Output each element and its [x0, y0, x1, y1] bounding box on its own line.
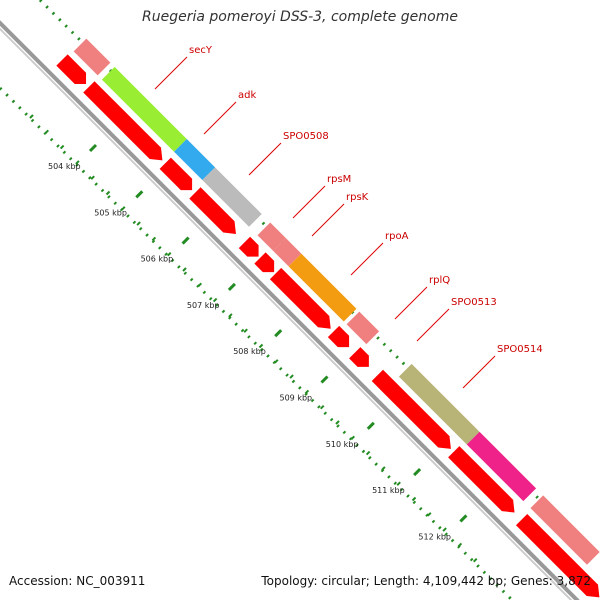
major-tick-mark — [413, 468, 422, 477]
kbp-tick-label: 510 kbp — [326, 440, 359, 449]
minor-tick-mark — [258, 343, 264, 349]
minor-tick-mark — [396, 481, 401, 486]
accession-text: Accession: NC_003911 — [9, 574, 146, 588]
tick-marks — [29, 114, 478, 563]
minor-tick-mark — [411, 496, 417, 502]
leader-rpsK — [311, 203, 345, 237]
minor-tick-mark — [136, 221, 141, 226]
leader-rpoA — [350, 242, 384, 276]
cds-arrow-10 — [371, 369, 451, 449]
minor-tick-mark — [457, 542, 463, 548]
minor-tick-mark — [427, 512, 432, 517]
minor-tick-mark — [350, 435, 356, 441]
tick-labels: 504 kbp 505 kbp 506 kbp 507 kbp 508 kbp 509 k… — [48, 162, 451, 541]
major-tick-mark — [459, 514, 468, 523]
minor-tick-mark — [289, 374, 294, 379]
kbp-tick-label: 508 kbp — [233, 347, 266, 356]
major-tick-mark — [320, 375, 329, 384]
minor-tick-mark — [472, 557, 478, 563]
minor-tick-mark — [304, 389, 310, 395]
major-tick-mark — [181, 236, 190, 245]
backbone-inner — [0, 27, 573, 600]
major-tick-mark — [135, 190, 144, 199]
gene-label-SPO0508: SPO0508 — [283, 131, 329, 142]
feature-block-rpsK — [273, 238, 302, 267]
feature-block-SPO0508 — [202, 167, 262, 227]
minor-tick-mark — [274, 359, 279, 364]
minor-tick-mark — [212, 297, 218, 303]
gene-label-SPO0513: SPO0513 — [451, 297, 497, 308]
kbp-tick-label: 512 kbp — [418, 532, 451, 541]
leader-adk — [203, 101, 237, 135]
cds-arrow-11 — [448, 446, 515, 513]
cds-arrow-5 — [238, 236, 259, 257]
minor-tick-mark — [75, 160, 80, 165]
minor-tick-mark — [228, 313, 233, 318]
cds-arrow-2 — [83, 81, 163, 161]
cds-arrow-3 — [159, 157, 193, 191]
minor-tick-mark — [319, 404, 325, 410]
inner-dotted-track — [0, 86, 514, 600]
minor-tick-mark — [105, 190, 111, 196]
leader-SPO0508 — [248, 142, 282, 176]
leader-SPO0513 — [416, 308, 450, 342]
minor-tick-mark — [335, 420, 340, 425]
cds-arrow-1 — [56, 54, 87, 85]
cds-arrow-9 — [349, 347, 369, 367]
gene-label-rplQ: rplQ — [429, 275, 450, 286]
leader-rpsM — [292, 185, 326, 219]
kbp-tick-label: 509 kbp — [280, 394, 313, 403]
minor-tick-mark — [166, 251, 172, 257]
feature-block-faded-1 — [73, 38, 111, 76]
genome-summary-text: Topology: circular; Length: 4,109,442 bp… — [261, 574, 591, 588]
cds-arrow-4 — [189, 187, 236, 234]
gene-label-adk: adk — [238, 90, 256, 101]
major-tick-mark — [88, 143, 98, 153]
gene-label-rpsM: rpsM — [327, 174, 351, 185]
label-leader-lines — [154, 56, 496, 389]
minor-tick-mark — [59, 144, 65, 150]
kbp-tick-label: 506 kbp — [141, 255, 174, 264]
minor-tick-mark — [243, 328, 248, 333]
feature-block-adk — [174, 139, 216, 181]
major-tick-mark — [366, 421, 375, 430]
minor-tick-mark — [121, 206, 126, 211]
kbp-tick-label: 507 kbp — [187, 301, 220, 310]
kbp-tick-label: 511 kbp — [372, 486, 405, 495]
feature-block-SPO0513 — [398, 363, 480, 445]
feature-block-rpoA — [288, 253, 357, 322]
minor-tick-mark — [29, 114, 34, 119]
minor-tick-mark — [182, 267, 187, 272]
kbp-tick-label: 504 kbp — [48, 162, 81, 171]
minor-tick-mark — [197, 282, 203, 288]
cds-arrow-8 — [327, 325, 350, 348]
major-tick-mark — [227, 282, 236, 291]
backbone-outer — [0, 20, 580, 600]
gene-label-rpsK: rpsK — [346, 192, 369, 203]
map-title: Ruegeria pomeroyi DSS-3, complete genome — [142, 9, 458, 25]
feature-block-rpsM — [257, 222, 286, 251]
feature-block-secY — [101, 66, 187, 152]
cds-arrow-7 — [269, 267, 331, 329]
gene-label-SPO0514: SPO0514 — [497, 344, 543, 355]
minor-tick-mark — [151, 236, 157, 242]
kbp-tick-label: 505 kbp — [94, 208, 127, 217]
leader-secY — [154, 56, 188, 90]
feature-block-rplQ — [346, 311, 380, 345]
minor-tick-mark — [365, 450, 371, 456]
minor-tick-mark — [90, 175, 95, 180]
leader-SPO0514 — [462, 355, 496, 389]
cds-arrow-12 — [515, 513, 600, 598]
gene-label-rpoA: rpoA — [385, 231, 409, 242]
minor-tick-mark — [442, 527, 447, 532]
leader-rplQ — [394, 286, 428, 320]
gene-label-secY: secY — [189, 45, 213, 56]
cds-arrow-6 — [254, 252, 275, 273]
minor-tick-mark — [381, 466, 386, 471]
feature-block-faded-2 — [530, 495, 600, 565]
minor-tick-mark — [44, 129, 50, 135]
major-tick-mark — [274, 329, 283, 338]
feature-block-SPO0514 — [466, 431, 537, 502]
